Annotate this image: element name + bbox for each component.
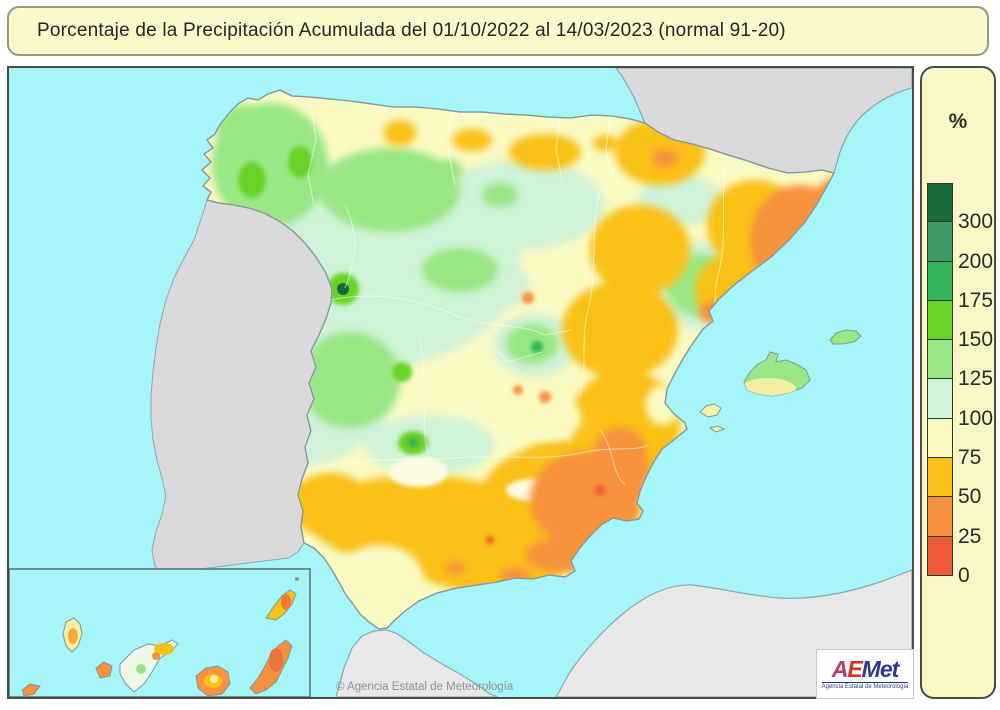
fuerteventura-dark-core: [269, 648, 283, 672]
lanzarote-orange-zone: [281, 594, 291, 610]
map-frame: [7, 66, 914, 699]
dark-green-spot: [337, 283, 349, 295]
aemet-letter-e: E: [847, 656, 862, 682]
aemet-letter-a: A: [831, 656, 849, 682]
legend-bin-label: 150: [958, 328, 994, 352]
legend-bin: 75: [927, 418, 989, 469]
legend-bin: 25: [927, 497, 989, 548]
legend-bin-label: 75: [958, 446, 982, 470]
legend-bin-label: 125: [958, 367, 994, 391]
legend-swatch: [927, 340, 953, 380]
legend-swatch: [927, 418, 953, 459]
legend-swatch: [927, 536, 953, 576]
gran-canaria-yellow-core: [210, 675, 218, 683]
legend-bin-label: 0: [958, 563, 970, 587]
map-svg: [9, 68, 912, 697]
aemet-wordmark: AEMet: [831, 656, 900, 682]
legend-scale: 300 200 175 150 125 100 75 50 25 0: [927, 183, 993, 587]
island-formentera: [708, 425, 726, 433]
island-la-gomera: [95, 661, 113, 679]
legend-swatch: [927, 183, 953, 223]
legend-bin-label: 175: [958, 288, 994, 312]
africa-landmass-morocco: [335, 629, 499, 697]
legend-unit-label: %: [948, 110, 968, 133]
legend-bin-label: 200: [958, 249, 994, 273]
map-title-bar: Porcentaje de la Precipitación Acumulada…: [7, 6, 989, 56]
legend-bin: 125: [927, 340, 993, 390]
legend-bin-label: 300: [958, 210, 994, 234]
island-ibiza: [699, 403, 722, 418]
canary-inset: [9, 568, 311, 697]
copyright-note: © Agencia Estatal de Meteorología: [336, 681, 514, 693]
light-green-regions: [212, 103, 734, 428]
tenerife-amber-zone: [154, 643, 174, 655]
legend-bin: 50: [927, 458, 989, 508]
orange-spots: [513, 292, 551, 403]
page-title: Porcentaje de la Precipitación Acumulada…: [37, 20, 786, 41]
legend-bin: 150: [927, 300, 993, 351]
island-el-hierro: [21, 683, 41, 697]
islet-la-graciosa: [295, 577, 299, 581]
legend-swatch: [927, 300, 953, 341]
la-palma-orange-core: [68, 628, 78, 644]
legend-panel: % 300 200 175 150 125 100 75 50 25 0: [920, 66, 996, 699]
legend-swatch: [927, 379, 953, 419]
aemet-subtitle: Agencia Estatal de Meteorología: [821, 682, 909, 690]
legend-swatch: [927, 458, 953, 498]
legend-swatch: [927, 497, 953, 537]
legend-swatch: [927, 222, 953, 262]
legend-bin: 100: [927, 379, 993, 430]
aemet-letters-met: Met: [861, 656, 900, 682]
tenerife-orange-spot: [152, 652, 160, 660]
legend-bin-label: 100: [958, 406, 994, 430]
legend-bin: 200: [927, 222, 993, 273]
tenerife-green-spot: [136, 664, 146, 674]
legend-bin: 175: [927, 261, 993, 312]
legend-bin-label: 50: [958, 485, 982, 509]
aemet-logo: AEMet Agencia Estatal de Meteorología: [816, 649, 914, 699]
legend-bin: 0: [927, 536, 989, 587]
legend-bin-label: 25: [958, 524, 982, 548]
legend-bin: 300: [927, 183, 993, 233]
legend-swatch: [927, 261, 953, 301]
island-menorca: [829, 329, 862, 345]
medium-green-spots: [408, 341, 543, 448]
